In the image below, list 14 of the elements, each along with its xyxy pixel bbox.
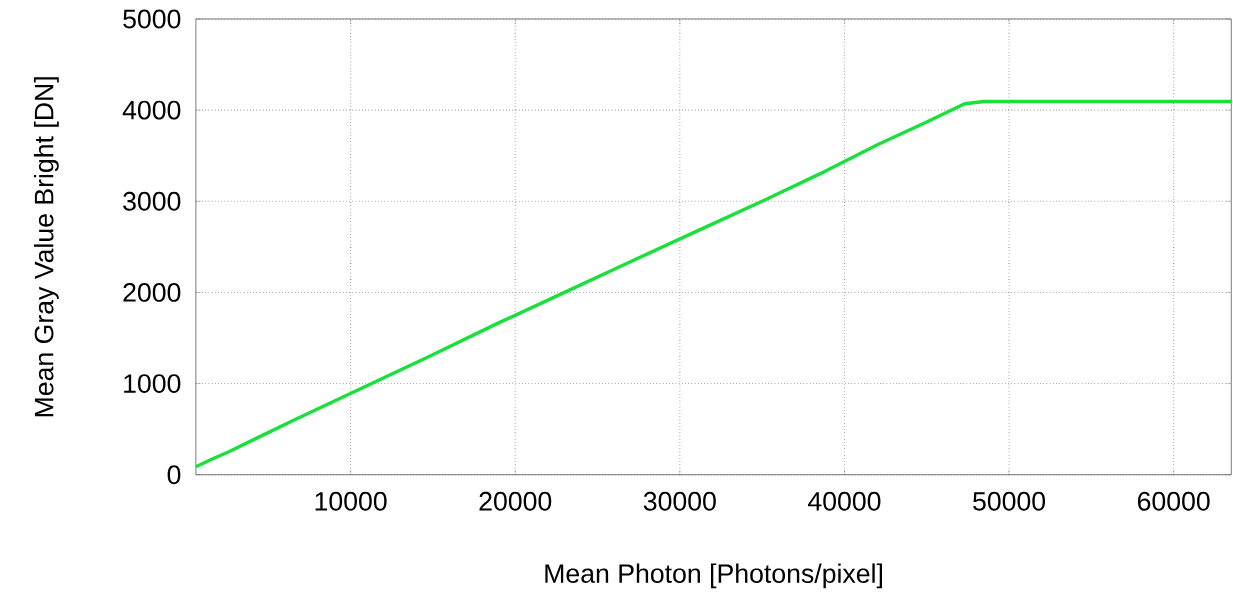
y-tick-label: 2000 bbox=[123, 283, 181, 303]
y-axis-title: Mean Gray Value Bright [DN] bbox=[33, 77, 59, 417]
x-tick-label: 30000 bbox=[643, 492, 716, 511]
y-tick-label: 5000 bbox=[123, 9, 181, 29]
y-tick-label: 0 bbox=[167, 465, 181, 485]
x-tick-label: 20000 bbox=[479, 492, 552, 511]
y-tick-label: 1000 bbox=[124, 374, 181, 394]
x-axis-title: Mean Photon [Photons/pixel] bbox=[545, 563, 882, 589]
x-tick-label: 60000 bbox=[1137, 492, 1210, 511]
x-tick-label: 10000 bbox=[315, 492, 387, 511]
y-tick-label: 3000 bbox=[123, 192, 181, 211]
y-tick-label: 4000 bbox=[122, 100, 181, 120]
x-tick-label: 40000 bbox=[808, 492, 881, 511]
x-tick-label: 50000 bbox=[973, 492, 1046, 511]
